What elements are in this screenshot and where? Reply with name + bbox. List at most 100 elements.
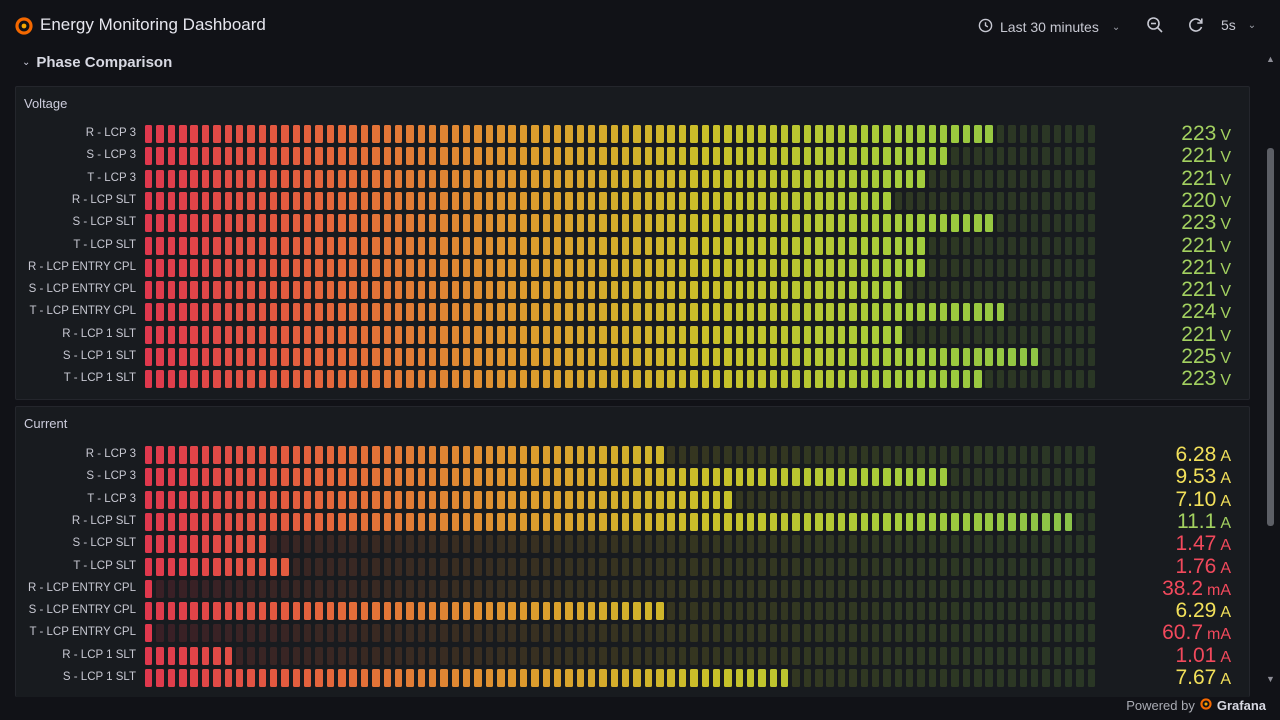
gauge-cell-lit [451,125,460,143]
gauge-cell-lit [304,348,312,366]
gauge-cell-lit [622,370,630,389]
row-header-phase-comparison[interactable]: ⌄ Phase Comparison [22,54,172,71]
gauge-cell-lit [962,370,971,389]
gauge-cell-lit [917,236,925,255]
gauge-cell-lit [394,348,403,366]
gauge-cell-lit [587,669,596,687]
gauge-cell-lit [781,370,789,389]
gauge-cell-unlit [463,535,471,554]
gauge-cell-unlit [883,535,891,554]
gauge-cell-unlit [315,646,323,665]
gauge-cell-lit [871,303,880,322]
gauge-cell-unlit [485,557,494,576]
gauge-cell-unlit [667,646,675,665]
gauge-cell-lit [463,236,471,255]
gauge-cell-unlit [746,446,755,464]
panel-title[interactable]: Voltage [24,96,68,111]
gauge-cell-lit [599,125,607,143]
gauge-cell-unlit [440,646,448,665]
gauge-cell-lit [372,125,380,143]
gauge-cell-lit [417,446,426,464]
gauge-cell-lit [281,468,289,487]
gauge-cell-lit [315,325,323,344]
gauge-cell-unlit [849,646,857,665]
gauge-cell-lit [667,281,675,300]
gauge-cell-lit [849,236,857,255]
dashboard-title[interactable]: Energy Monitoring Dashboard [40,15,266,34]
gauge-cell-lit [406,370,414,389]
gauge-cell-lit [633,303,641,322]
zoom-out-icon[interactable] [1146,16,1166,36]
gauge-cell-lit [258,669,267,687]
gauge-cell-lit [656,512,664,531]
gauge-cell-lit [451,169,460,188]
gauge-cell-lit [519,325,528,344]
gauge-cell-lit [190,602,198,621]
gauge-cell-lit [633,512,641,531]
gauge-cell-lit [587,446,596,464]
gauge-cell-lit [326,446,335,464]
gauge-bar [145,446,1099,464]
gauge-cell-lit [542,490,550,509]
scrollbar[interactable]: ▲ ▼ [1266,52,1275,692]
gauge-cell-lit [201,281,210,300]
gauge-cell-lit [553,125,562,143]
gauge-cell-lit [213,512,221,531]
grafana-logo-icon[interactable] [14,16,34,36]
gauge-cell-lit [587,602,596,621]
gauge-cell-unlit [690,446,698,464]
grafana-brand-text[interactable]: Grafana [1216,698,1266,713]
time-range-picker[interactable]: Last 30 minutes ⌄ [978,17,1120,37]
refresh-icon[interactable] [1187,16,1207,36]
gauge-cell-lit [440,370,448,389]
gauge-value-unit: V [1220,327,1231,345]
gauge-cell-unlit [587,624,596,643]
gauge-cell-lit [269,446,278,464]
gauge-cell-unlit [1019,281,1027,300]
gauge-cell-unlit [951,258,959,277]
panel-title[interactable]: Current [24,416,68,431]
gauge-cell-unlit [1019,370,1027,389]
gauge-cell-lit [304,191,312,210]
gauge-cell-unlit [962,468,971,487]
gauge-cell-lit [781,325,789,344]
gauge-cell-lit [917,169,925,188]
gauge-cell-lit [860,325,868,344]
gauge-cell-lit [531,370,539,389]
gauge-cell-lit [167,446,176,464]
gauge-cell-unlit [974,557,982,576]
gauge-cell-unlit [962,236,971,255]
gauge-cell-lit [951,348,959,366]
scrollbar-thumb[interactable] [1267,148,1274,526]
gauge-cell-unlit [315,535,323,554]
gauge-cell-lit [179,258,187,277]
gauge-cell-lit [292,281,301,300]
gauge-cell-lit [508,370,516,389]
gauge-cell-lit [724,169,732,188]
gauge-cell-lit [712,512,721,531]
gauge-cell-lit [428,490,437,509]
gauge-cell-lit [417,147,426,166]
gauge-cell-lit [974,303,982,322]
gauge-cell-lit [497,125,505,143]
gauge-cell-unlit [996,624,1005,643]
gauge-cell-lit [326,490,335,509]
gauge-cell-lit [905,258,914,277]
gauge-cell-lit [349,281,357,300]
gauge-cell-lit [145,236,153,255]
gauge-cell-unlit [1087,191,1096,210]
gauge-cell-unlit [962,602,971,621]
gauge-cell-unlit [996,281,1005,300]
gauge-cell-lit [735,303,744,322]
gauge-cell-unlit [1042,147,1050,166]
gauge-cell-unlit [190,579,198,598]
scroll-down-icon[interactable]: ▼ [1266,674,1275,684]
gauge-cell-unlit [803,579,812,598]
gauge-cell-lit [542,169,550,188]
scroll-up-icon[interactable]: ▲ [1266,54,1275,64]
gauge-cell-unlit [349,646,357,665]
gauge-cell-unlit [905,191,914,210]
gauge-cell-unlit [996,169,1005,188]
refresh-interval-picker[interactable]: 5s ⌄ [1221,17,1256,33]
gauge-cell-lit [769,125,778,143]
